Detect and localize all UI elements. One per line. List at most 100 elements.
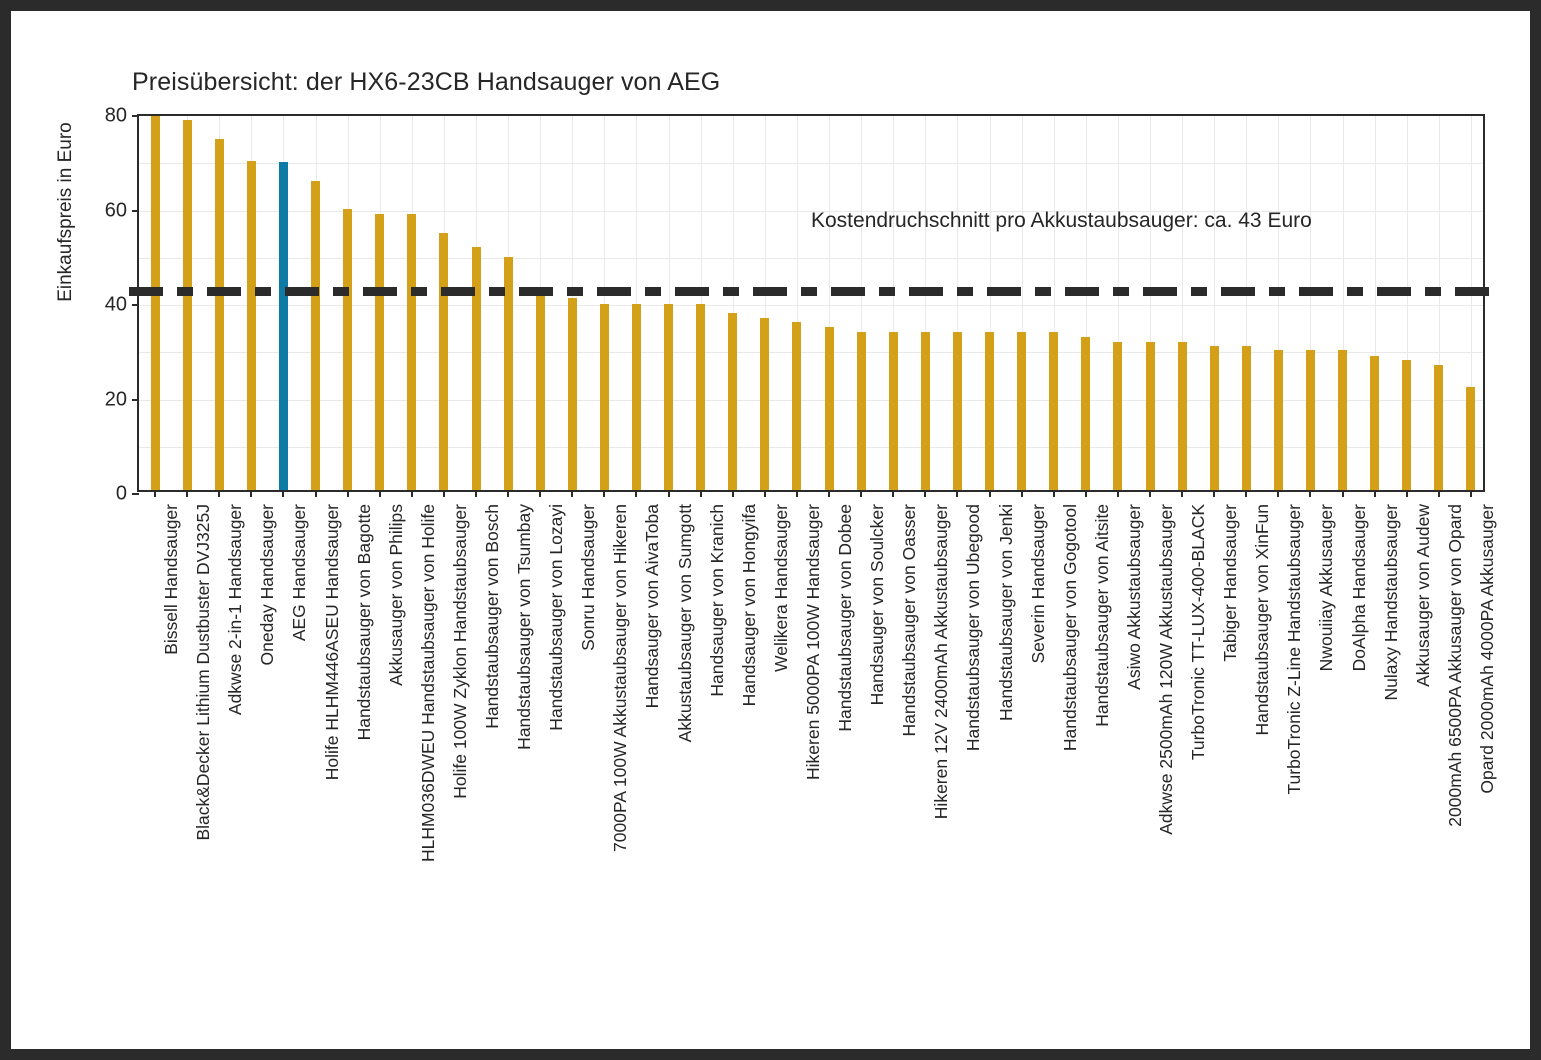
x-axis-tick-label: Handstaubsauger von Lozayi [546,504,567,731]
x-axis-tick-mark [795,490,798,497]
bar[interactable] [856,331,866,490]
bar[interactable] [824,327,834,490]
bar[interactable] [792,321,802,490]
x-axis-tick-mark [1181,490,1184,497]
bar[interactable] [1273,350,1283,490]
x-axis-tick-mark [988,490,991,497]
bar[interactable] [150,116,160,490]
bar[interactable] [664,303,674,490]
bar[interactable] [1145,341,1155,490]
gridline-horizontal [139,352,1483,354]
bar[interactable] [888,331,898,490]
bar[interactable] [920,331,930,490]
x-axis-tick-mark [603,490,606,497]
y-axis-tick-mark [132,493,139,495]
bar[interactable] [246,161,256,490]
x-axis-tick-mark [250,490,253,497]
bar[interactable] [1434,364,1444,490]
bar[interactable] [471,247,481,490]
x-axis-tick-mark [1309,490,1312,497]
gridline-horizontal [139,257,1483,259]
gridline-vertical [701,116,702,490]
gridline-vertical [1471,116,1472,490]
x-axis-tick-label: Akkusauger von Philips [385,504,406,686]
x-axis-tick-label: Handstaubsauger von Gogotool [1059,504,1080,752]
bar[interactable] [535,292,545,490]
x-axis-tick-mark [1149,490,1151,497]
x-axis-tick-label: Opard 2000mAh 4000PA Akkusauger [1476,504,1497,794]
gridline-vertical [893,116,894,490]
bar[interactable] [1466,387,1476,490]
x-axis-tick-label: Adkwse 2-in-1 Handsauger [225,504,246,716]
x-axis-tick-mark [1341,490,1344,497]
y-axis-tick-label: 0 [115,482,127,505]
bar[interactable] [1305,350,1315,490]
x-axis-tick-mark [539,490,542,497]
average-reference-line [129,286,1495,296]
x-axis-tick-label: 7000PA 100W Akkustaubsauger von Hikeren [610,504,631,852]
x-axis-tick-label: Oneday Handsauger [257,504,278,666]
bar[interactable] [1402,360,1412,490]
bar[interactable] [439,232,449,490]
x-axis-tick-label: Handstaubsauger von Bosch [482,504,502,729]
gridline-vertical [829,116,830,490]
bar[interactable] [375,214,385,490]
bar[interactable] [1049,332,1059,490]
bar[interactable] [599,303,609,490]
x-axis-tick-label: Handstaubsauger von Bagotte [353,504,374,741]
bar[interactable] [760,317,770,490]
bar[interactable] [503,256,513,490]
x-axis-tick-label: HLHM036DWEU Handstaubsauger von Holife [417,504,438,862]
gridline-vertical [990,116,991,490]
bar[interactable] [182,119,192,490]
x-axis-tick-label: Handstaubsauger von Ubegood [963,504,984,752]
x-axis-tick-mark [1469,490,1472,497]
x-axis-tick-mark [1052,490,1055,497]
bar[interactable] [407,214,417,490]
y-axis-tick-mark [132,304,139,306]
bar[interactable] [1338,350,1348,490]
bar[interactable] [1113,341,1123,490]
bar[interactable] [278,161,288,490]
bar[interactable] [214,138,224,490]
bar[interactable] [1081,336,1091,490]
x-axis-tick-label: Tabiger Handsauger [1220,504,1241,662]
bar[interactable] [985,332,995,490]
bar[interactable] [1370,355,1380,490]
x-axis-tick-label: Akkustaubsauger von Sumgott [674,504,695,743]
x-axis-tick-label: Handstaubsauger von Tsumbay [514,504,535,750]
x-axis-tick-mark [828,490,831,497]
x-axis-tick-label: Akkusauger von Audew [1412,504,1433,687]
bar[interactable] [1177,341,1187,490]
plot-area: Kostendruchschnitt pro Akkustaubsauger: … [105,105,1497,862]
x-axis-tick-mark [314,490,317,497]
x-axis-tick-mark [218,490,221,497]
bar[interactable] [311,181,321,490]
x-axis-tick-mark [410,490,413,497]
x-axis-tick-label: Handstaubsauger von Oasser [899,504,920,737]
x-axis-tick-label: DoAlpha Handsauger [1348,504,1369,672]
x-axis-tick-label: AEG Handsauger [289,504,310,642]
x-axis-tick-mark [699,490,702,497]
bar[interactable] [631,303,641,490]
x-axis-tick-mark [1084,490,1087,497]
gridline-vertical [765,116,766,490]
bar[interactable] [1017,332,1027,490]
bar[interactable] [696,303,706,490]
bar[interactable] [952,332,962,490]
gridline-vertical [636,116,637,490]
gridline-horizontal [139,305,1483,306]
x-axis-tick-label: TurboTronic TT-LUX-400-BLACK [1188,504,1209,761]
x-axis-tick-label: Nulaxy Handstaubsauger [1380,504,1401,701]
bar[interactable] [343,208,353,490]
bar[interactable] [567,298,577,490]
gridline-vertical [861,116,862,490]
bar[interactable] [1241,345,1251,490]
x-axis-tick-label: 2000mAh 6500PA Akkusauger von Opard [1444,504,1465,827]
x-axis-tick-mark [924,490,927,497]
bar[interactable] [728,313,738,490]
x-axis-tick-label: Handstaubsauger von Aitsite [1091,504,1112,727]
chart-canvas: Preisübersicht: der HX6-23CB Handsauger … [11,11,1530,1049]
gridline-vertical [1246,116,1247,490]
bar[interactable] [1209,345,1219,490]
